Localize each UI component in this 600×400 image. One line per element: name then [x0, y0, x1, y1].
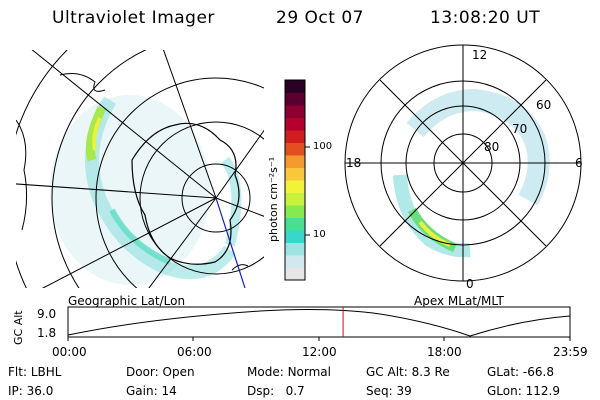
- mlt-label-12: 12: [472, 48, 488, 62]
- timeline-xtick-1800: 18:00: [427, 345, 462, 359]
- instrument-title: Ultraviolet Imager: [52, 8, 215, 28]
- colorbar-segment: [285, 117, 305, 131]
- timeline-xtick-1200: 12:00: [302, 345, 337, 359]
- colorbar-segment: [285, 242, 305, 256]
- colorbar-segment: [285, 142, 305, 156]
- colorbar-segment: [285, 130, 305, 143]
- continent-outline: [131, 122, 240, 265]
- status-glon: GLon: 112.9: [487, 384, 560, 398]
- aurora-bright-arc-left: [85, 105, 107, 162]
- status-gc-alt: GC Alt: 8.3 Re: [366, 365, 450, 379]
- timeline-xtick-2359: 23:59: [553, 345, 588, 359]
- mlt-label-0: 0: [466, 277, 474, 291]
- timeline-xtick-0000: 00:00: [52, 345, 87, 359]
- mlt-label-18: 18: [346, 156, 362, 170]
- mlt-label-6: 6: [575, 156, 583, 170]
- right-panel-label: Apex MLat/MLT: [414, 294, 504, 308]
- status-ip: IP: 36.0: [8, 384, 54, 398]
- observation-time: 13:08:20 UT: [430, 8, 541, 28]
- colorbar-segment: [285, 230, 305, 243]
- status-mode: Mode: Normal: [247, 365, 331, 379]
- colorbar-segment: [285, 205, 305, 218]
- left-panel-label: Geographic Lat/Lon: [68, 294, 186, 308]
- colorbar-unit-label: photon cm⁻²s⁻¹: [267, 157, 280, 242]
- colorbar-segment: [285, 180, 305, 193]
- colorbar-segment: [285, 80, 305, 93]
- altitude-curve: [67, 309, 571, 337]
- status-gain: Gain: 14: [126, 384, 177, 398]
- aurora-peak-left: [92, 117, 102, 151]
- status-dsp: Dsp: 0.7: [247, 384, 305, 398]
- status-door: Door: Open: [126, 365, 195, 379]
- colorbar-tick-100: 100: [313, 141, 333, 152]
- colorbar-segment: [285, 167, 305, 181]
- colorbar-segment: [285, 92, 305, 106]
- mlat-label-60: 60: [536, 98, 552, 112]
- colorbar-segment: [285, 105, 305, 118]
- timeline-xtick-0600: 06:00: [177, 345, 212, 359]
- observation-date: 29 Oct 07: [276, 8, 364, 28]
- timeline-ytick-9: 9.0: [37, 307, 57, 321]
- status-seq: Seq: 39: [366, 384, 412, 398]
- lat-circle: [181, 163, 251, 233]
- status-glat: GLat: -66.8: [487, 365, 554, 379]
- mlat-label-80: 80: [484, 140, 500, 154]
- timeline-ytick-1-8: 1.8: [37, 326, 57, 340]
- mlat-label-70: 70: [512, 122, 528, 136]
- status-filter: Flt: LBHL: [8, 365, 62, 379]
- aurora-oval-right: [406, 88, 550, 206]
- colorbar-segment: [285, 255, 305, 268]
- colorbar-segment: [285, 155, 305, 168]
- timeline-ylabel: GC Alt: [12, 310, 25, 345]
- colorbar-segment: [285, 217, 305, 231]
- colorbar-segment: [285, 192, 305, 206]
- colorbar-segment: [285, 267, 305, 281]
- colorbar-tick-10: 10: [313, 229, 326, 240]
